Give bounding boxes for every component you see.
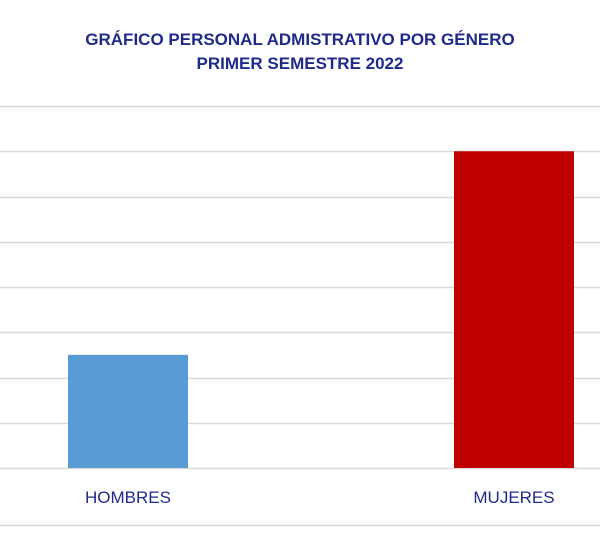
bar-hombres: [68, 354, 188, 468]
bar-mujeres: [454, 151, 574, 468]
category-labels: HOMBRES MUJERES: [85, 488, 555, 507]
chart-subtitle: PRIMER SEMESTRE 2022: [196, 54, 404, 73]
category-label-hombres: HOMBRES: [85, 488, 171, 507]
chart-title-block: GRÁFICO PERSONAL ADMISTRATIVO POR GÉNERO…: [0, 28, 600, 76]
chart-title: GRÁFICO PERSONAL ADMISTRATIVO POR GÉNERO: [85, 30, 515, 49]
category-label-mujeres: MUJERES: [473, 488, 554, 507]
bars: [68, 151, 574, 468]
